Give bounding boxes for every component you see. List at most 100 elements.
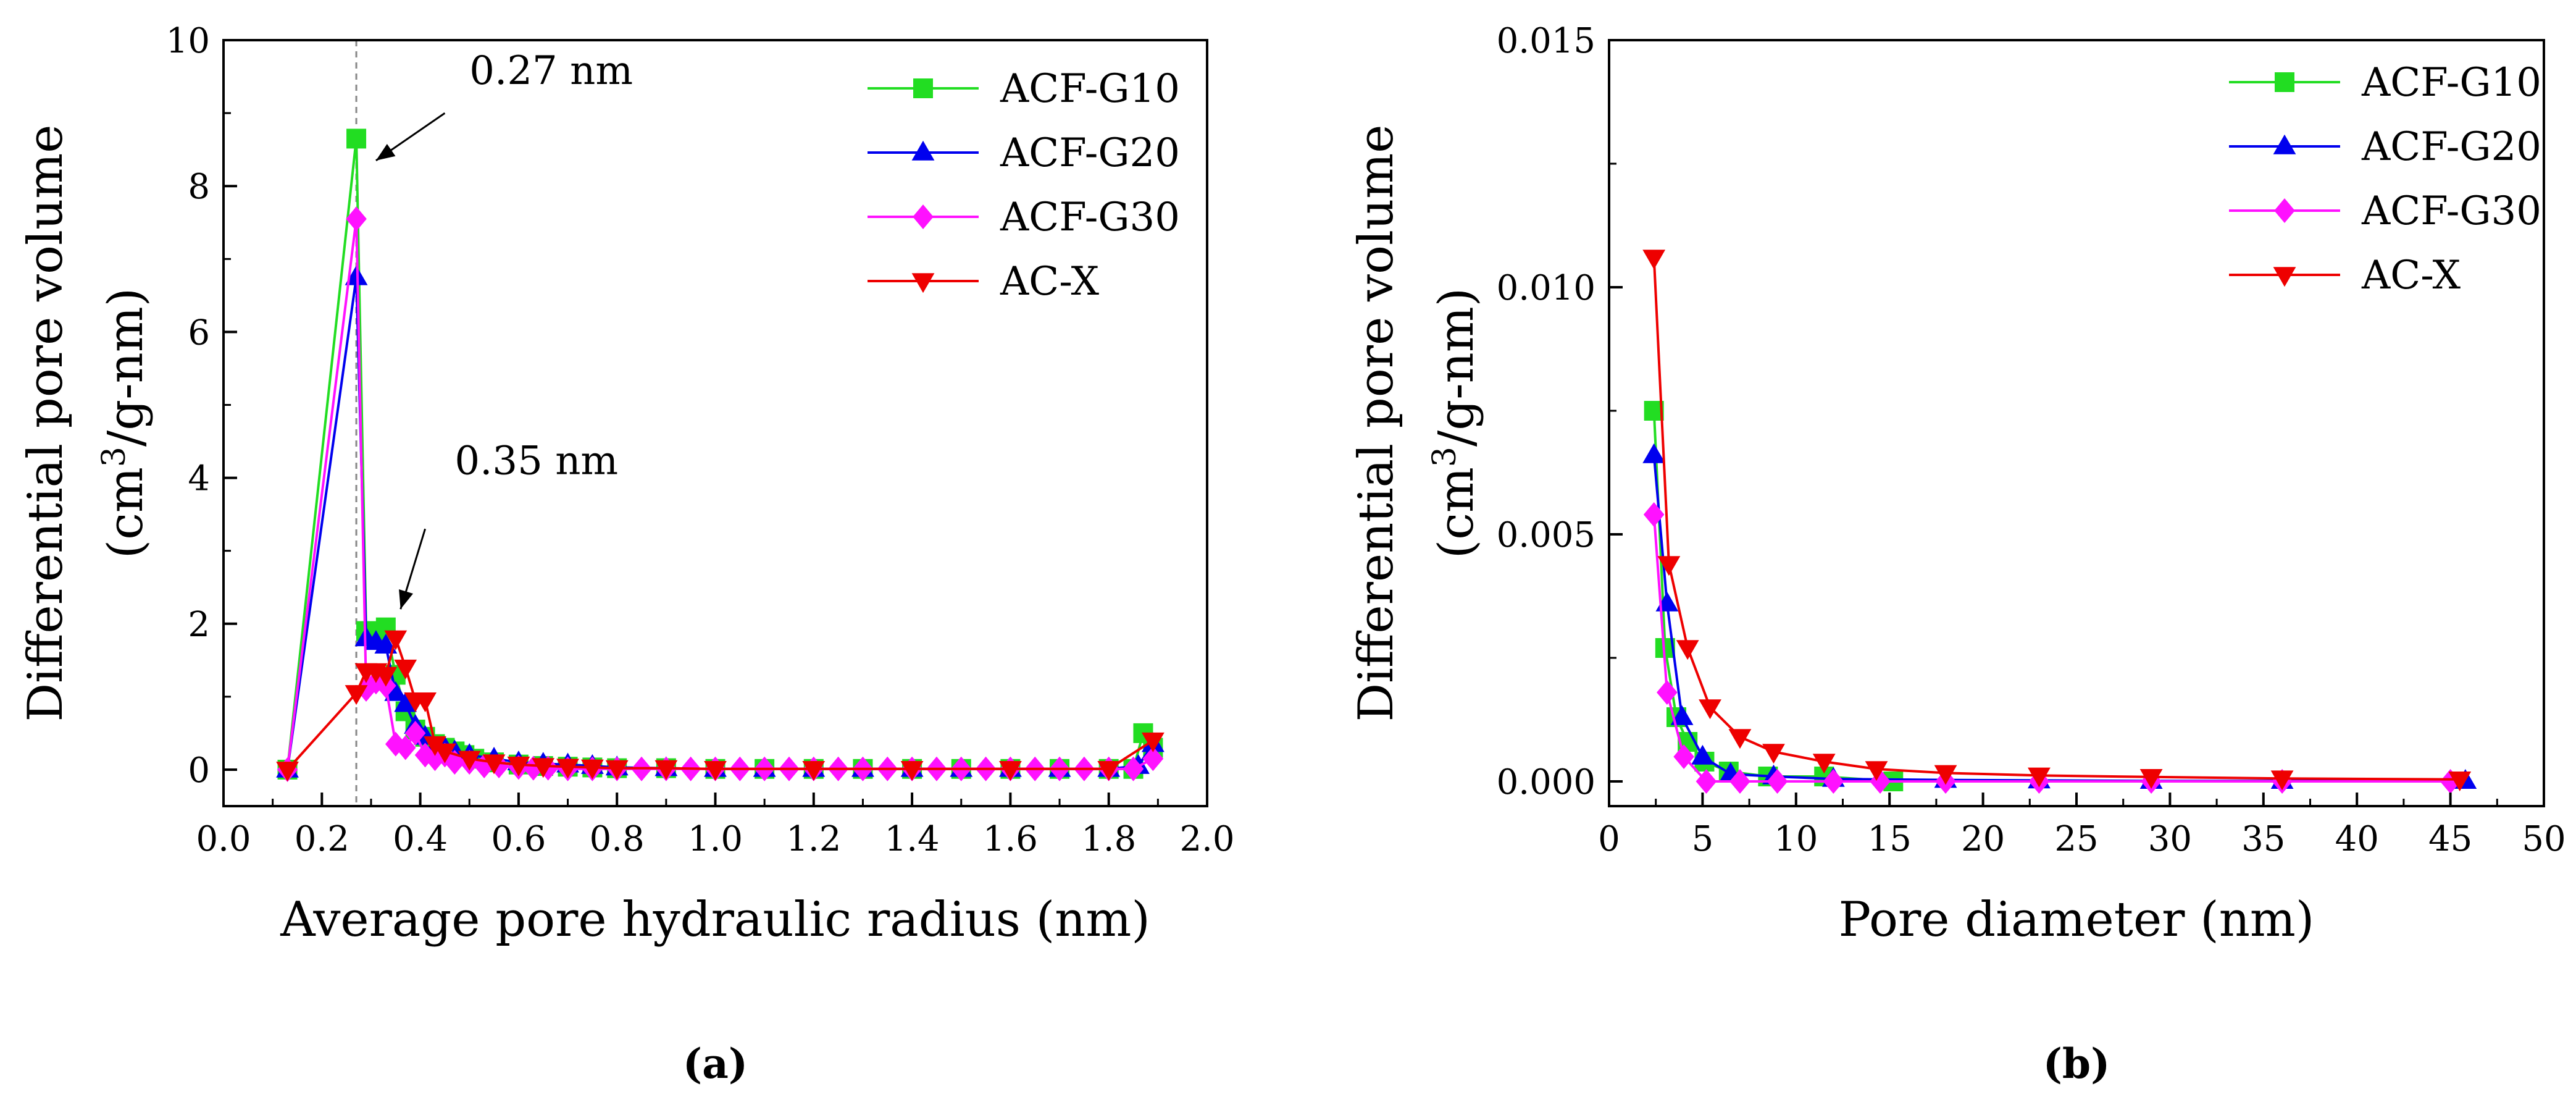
chart-b-series-line-acf-g20 — [1652, 455, 2465, 783]
chart-a-legend-label: ACF-G20 — [1000, 130, 1180, 176]
chart-b-x-tick-label: 5 — [1692, 819, 1714, 859]
chart-a-annotations: 0.27 nm 0.35 nm — [375, 48, 633, 610]
chart-b-y-tick-label: 0.010 — [1497, 268, 1595, 308]
chart-b-x-tick-label: 50 — [2522, 819, 2566, 859]
chart-a-y-tick-label: 6 — [188, 313, 210, 353]
chart-b-y-tick-label: 0.005 — [1497, 515, 1595, 555]
chart-a-x-tick-label: 0.2 — [295, 819, 349, 859]
chart-b-series-line-ac-x — [1652, 257, 2460, 781]
chart-a-legend-marker — [911, 273, 935, 293]
chart-a-x-tick-label: 0.4 — [393, 819, 448, 859]
chart-a-y-tick-label: 8 — [188, 167, 210, 207]
chart-a-x-tick-label: 1.6 — [983, 819, 1038, 859]
chart-b-data-point-acf-g30 — [1673, 744, 1694, 769]
chart-a-data-point-ac-x — [1141, 732, 1165, 752]
chart-a-y-label-unit: (cm3/g-nm) — [96, 288, 154, 558]
chart-a-legend-label: ACF-G10 — [1000, 66, 1180, 112]
chart-a-data-point-acf-g30 — [1142, 746, 1164, 772]
chart-a-data-point-acf-g20 — [374, 633, 398, 654]
chart-a-legend-marker — [913, 78, 933, 98]
chart-a-legend-entry-acf-g20: ACF-G20 — [868, 130, 1180, 176]
chart-a-x-axis-label: Average pore hydraulic radius (nm) — [280, 892, 1150, 948]
chart-a-x-tick-label: 0.0 — [196, 819, 251, 859]
chart-b-data-point-ac-x — [2139, 769, 2163, 789]
chart-a-data-point-ac-x — [276, 762, 299, 782]
chart-b-data-point-acf-g20 — [1670, 705, 1694, 725]
chart-a-data-point-ac-x — [345, 685, 368, 705]
chart-a-y-unit-sup: 3 — [96, 447, 133, 467]
chart-a-data-point-ac-x — [1097, 760, 1121, 781]
chart-a-legend-entry-ac-x: AC-X — [868, 259, 1100, 305]
chart-a-data-point-ac-x — [580, 759, 604, 780]
chart-a-data-point-acf-g20 — [384, 681, 408, 701]
chart-a-legend: ACF-G10 ACF-G20 ACF-G30 AC-X — [868, 66, 1180, 305]
chart-b-data-point-acf-g20 — [1642, 443, 1666, 463]
chart-a-y-tick-label: 10 — [166, 21, 210, 61]
chart-a-data-point-ac-x — [507, 756, 530, 776]
chart-b-y-label-unit: (cm3/g-nm) — [1426, 288, 1484, 558]
chart-a-y-tick-label: 2 — [188, 605, 210, 645]
chart-a-y-tick-label: 4 — [188, 459, 210, 499]
chart-a-annotation-arrowhead — [375, 143, 396, 161]
chart-b-legend-label: ACF-G20 — [2361, 124, 2541, 170]
chart-b-data-point-acf-g30 — [1657, 680, 1678, 705]
chart-b-legend-marker — [2274, 198, 2295, 223]
chart-b-panel-label: (b) — [2043, 1040, 2110, 1088]
chart-b-data-point-acf-g30 — [1729, 769, 1750, 794]
chart-a-annotation: 0.27 nm — [375, 48, 633, 162]
chart-b-data-point-ac-x — [1865, 761, 1888, 781]
chart-a-data-point-ac-x — [414, 692, 437, 712]
chart-b-x-tick-label: 35 — [2241, 819, 2285, 859]
chart-b-x-tick-label: 40 — [2335, 819, 2379, 859]
chart-b-data-point-ac-x — [1812, 754, 1836, 774]
chart-b-data-point-ac-x — [2028, 767, 2051, 788]
chart-b-legend-label: ACF-G10 — [2361, 60, 2541, 106]
chart-a-data-point-ac-x — [482, 754, 506, 775]
chart-b-data-point-ac-x — [2270, 770, 2294, 791]
chart-a-x-tick-label: 2.0 — [1179, 819, 1234, 859]
chart-b-series-line-acf-g10 — [1652, 410, 1894, 783]
chart-b-x-tick-label: 45 — [2428, 819, 2472, 859]
chart-b-series-ac-x — [1642, 250, 2472, 791]
chart-b-data-point-ac-x — [1642, 250, 1666, 270]
chart-b-x-tick-label: 15 — [1868, 819, 1912, 859]
chart-a-legend-label: AC-X — [1000, 259, 1100, 305]
chart-b-legend-marker — [2273, 267, 2296, 287]
chart-b-data-point-ac-x — [1934, 765, 1957, 785]
chart-b-legend-marker — [2275, 72, 2294, 92]
chart-b-y-unit-post: /g-nm) — [1429, 288, 1484, 447]
chart-b-y-label-main: Differential pore volume — [1349, 125, 1404, 722]
chart-b-x-tick-label: 30 — [2148, 819, 2192, 859]
chart-b-x-tick-label: 0 — [1598, 819, 1620, 859]
chart-a-legend-entry-acf-g10: ACF-G10 — [868, 66, 1180, 112]
chart-a-x-tick-label: 1.4 — [885, 819, 940, 859]
chart-a-data-point-ac-x — [900, 760, 924, 781]
chart-b-data-point-ac-x — [2448, 772, 2472, 791]
chart-a-y-axis-label: Differential pore volume (cm3/g-nm) — [18, 125, 154, 722]
chart-b-data-point-ac-x — [1699, 699, 1721, 720]
chart-a-legend-marker — [911, 140, 935, 161]
chart-a-data-point-ac-x — [654, 760, 678, 780]
chart-b-x-tick-label: 20 — [1961, 819, 2005, 859]
chart-b-data-point-acf-g30 — [1823, 769, 1844, 794]
chart-a-data-point-ac-x — [704, 760, 727, 781]
chart-a-x-tick-label: 0.6 — [491, 819, 546, 859]
chart-b-legend-entry-ac-x: AC-X — [2229, 253, 2461, 298]
chart-b-legend-entry-acf-g20: ACF-G20 — [2229, 124, 2541, 170]
chart-a-data-point-ac-x — [556, 759, 579, 779]
chart-b-y-axis-label: Differential pore volume (cm3/g-nm) — [1349, 125, 1484, 722]
chart-a-y-unit-post: /g-nm) — [98, 288, 154, 447]
chart-a-data-point-acf-g30 — [346, 206, 367, 232]
chart-a-data-point-acf-g30 — [404, 720, 426, 746]
chart-a-legend-marker — [913, 204, 934, 229]
chart-a-data-point-ac-x — [999, 760, 1022, 781]
chart-a-y-tick-label: 0 — [188, 751, 210, 791]
chart-b-data-point-ac-x — [1676, 640, 1699, 660]
chart-b-data-point-acf-g20 — [1691, 744, 1714, 765]
chart-a-legend-label: ACF-G30 — [1000, 195, 1180, 240]
chart-b-ticks: 0 5 10 15 20 25 30 35 40 45 50 0.000 0.005 0.010 0.015 — [1497, 21, 2566, 859]
chart-b-data-layer — [1642, 250, 2477, 794]
chart-a-data-point-acf-g30 — [356, 677, 377, 702]
chart-a-x-tick-label: 1.2 — [786, 819, 841, 859]
